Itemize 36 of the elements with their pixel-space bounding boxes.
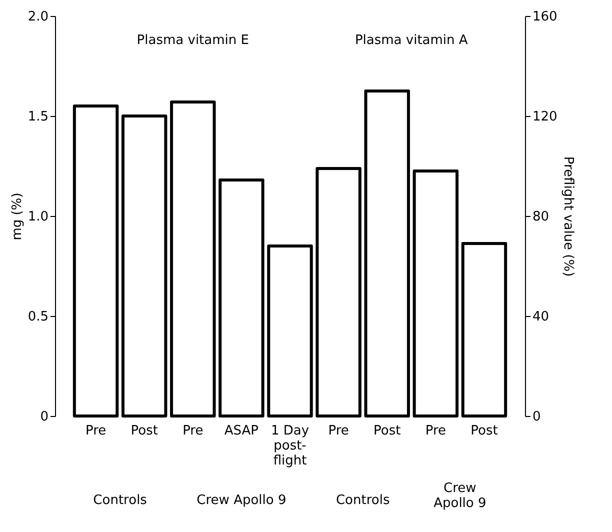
text: Crew Apollo 9 bbox=[196, 493, 286, 508]
text: Crew Apollo 9 bbox=[434, 481, 486, 511]
x-tick-label: Post bbox=[130, 424, 158, 438]
y2-tick-label: 40 bbox=[532, 310, 550, 324]
x-tick-label: 1 Day post- flight bbox=[270, 424, 310, 468]
y-axis-title: mg (%) bbox=[10, 192, 25, 240]
x-tick-label: Pre bbox=[85, 424, 106, 438]
x-tick-label: Post bbox=[374, 424, 401, 438]
bar bbox=[267, 244, 313, 418]
bar bbox=[316, 167, 362, 418]
bar bbox=[412, 170, 459, 418]
bar bbox=[121, 114, 168, 418]
y2-tick-label: 160 bbox=[532, 10, 558, 24]
text: Controls bbox=[93, 493, 148, 508]
y2-tick-label: 80 bbox=[532, 210, 550, 224]
annotation: Plasma vitamin E bbox=[136, 33, 249, 48]
annotation: Plasma vitamin A bbox=[354, 33, 468, 48]
bar bbox=[170, 100, 216, 418]
x-tick-label: Pre bbox=[425, 424, 446, 438]
text: Controls bbox=[336, 493, 390, 508]
x-tick-label: Post bbox=[470, 424, 498, 438]
y2-tick-label: 120 bbox=[532, 110, 558, 124]
x-tick-label: Pre bbox=[328, 424, 349, 438]
x-tick-label: ASAP bbox=[224, 424, 259, 438]
y2-axis-title: Preflight value (%) bbox=[560, 156, 576, 277]
y-tick-label: 0 bbox=[40, 410, 48, 424]
y-tick-label: 1.5 bbox=[28, 110, 48, 124]
x-tick-label: Pre bbox=[182, 424, 204, 438]
y-tick-label: 0.5 bbox=[28, 310, 48, 324]
bar bbox=[461, 242, 508, 418]
y-tick-label: 2.0 bbox=[28, 10, 48, 24]
y-tick-label: 1.0 bbox=[28, 210, 48, 224]
y2-tick-label: 0 bbox=[532, 410, 541, 424]
bar bbox=[218, 178, 264, 418]
bar bbox=[72, 104, 119, 418]
bar bbox=[364, 90, 410, 418]
